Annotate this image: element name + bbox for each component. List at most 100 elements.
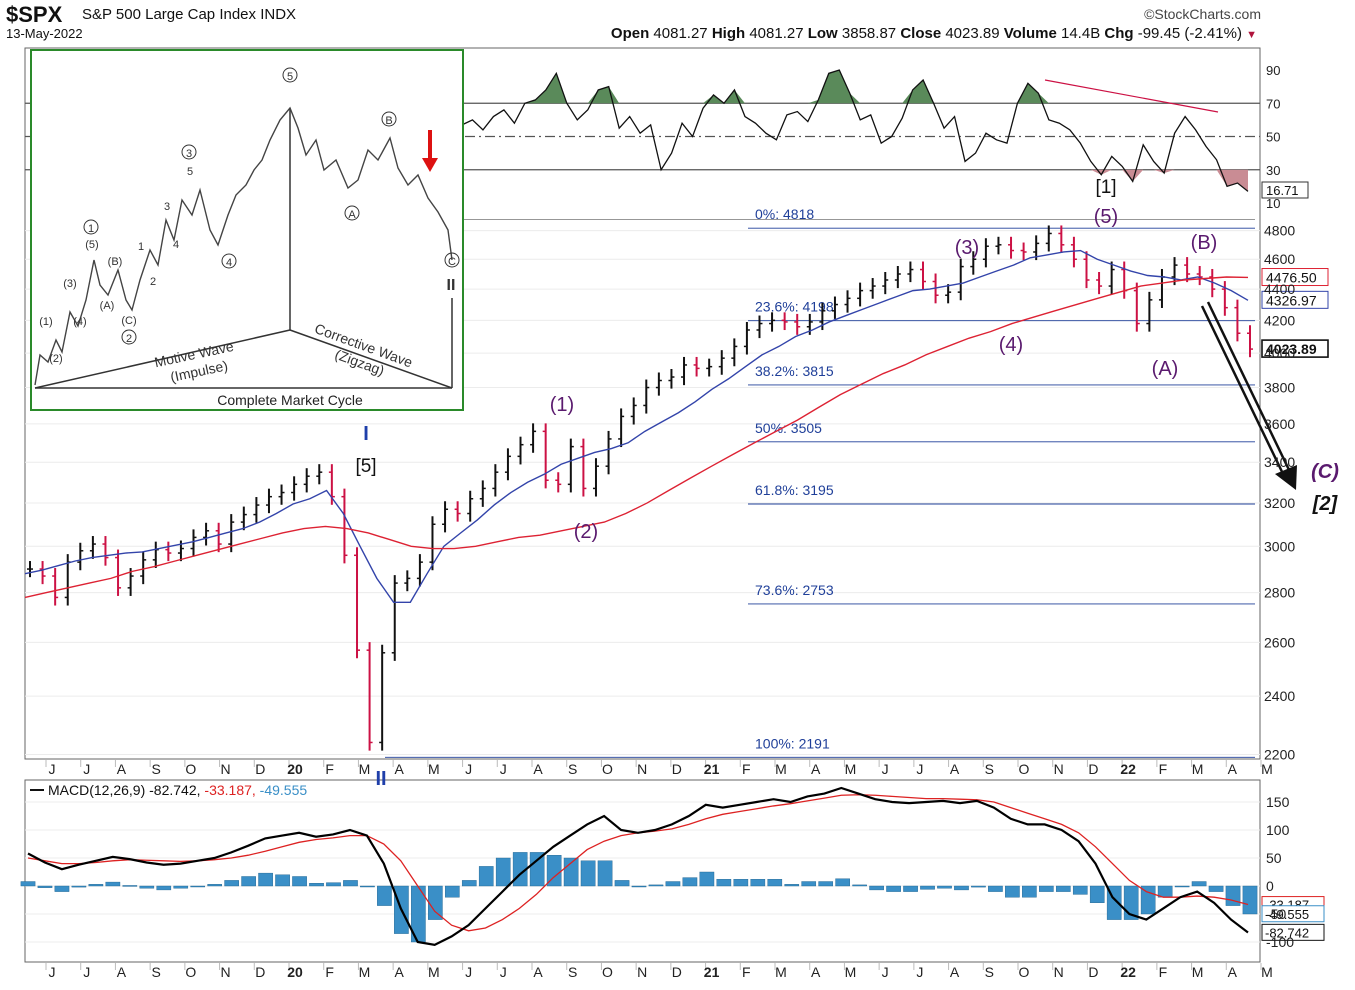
- inset-wave-label-circled: 5: [287, 71, 293, 83]
- inset-wave-label: (1): [39, 316, 52, 328]
- x-axis-label: J: [882, 761, 889, 777]
- x-axis-label: 20: [287, 761, 303, 777]
- macd-tick-label: 100: [1266, 822, 1290, 838]
- inset-wave-path: [34, 106, 453, 386]
- macd-histogram-bar: [478, 866, 494, 887]
- price-tick-label: 2400: [1264, 688, 1295, 704]
- macd-histogram-bar: [1089, 885, 1105, 903]
- macd-histogram-bar: [954, 885, 969, 891]
- projection-arrow-line: [1200, 305, 1287, 479]
- price-tick-label: 4200: [1264, 312, 1295, 328]
- macd-histogram-bar: [258, 872, 273, 887]
- x-axis-label: 21: [704, 761, 720, 777]
- wave-label: [1]: [1095, 177, 1116, 198]
- x-axis-label: M: [775, 761, 787, 777]
- x-axis-label: J: [49, 761, 56, 777]
- macd-histogram-bar: [818, 881, 834, 887]
- x-axis-label: A: [533, 964, 543, 980]
- inset-label-cycle: Complete Market Cycle: [217, 392, 363, 408]
- macd-histogram-bar: [241, 876, 256, 887]
- inset-axis-left: [34, 329, 291, 389]
- macd-histogram-bar: [1022, 885, 1037, 898]
- inset-circle-marker: [381, 111, 397, 127]
- x-axis-label: A: [950, 964, 960, 980]
- macd-histogram-bar: [529, 852, 545, 887]
- macd-histogram-bar: [903, 885, 918, 892]
- macd-tick-label: 0: [1266, 878, 1274, 894]
- x-axis-label: F: [742, 964, 751, 980]
- macd-histogram-bar: [733, 879, 749, 887]
- macd-legend: MACD(12,26,9) -82.742, -33.187, -49.555: [48, 782, 307, 798]
- price-label-box: [1261, 268, 1329, 287]
- x-axis-label: N: [1054, 964, 1064, 980]
- price-tick-label: 4400: [1264, 281, 1295, 297]
- macd-histogram-bar: [920, 885, 935, 890]
- x-axis-label: O: [602, 761, 613, 777]
- price-panel-frame: [24, 47, 1261, 760]
- macd-histogram-bar: [139, 885, 155, 889]
- exchange: INDX: [260, 6, 297, 23]
- fibonacci-levels: 0%: 4818 23.6%: 4198 38.2%: 3815 50%: 3505 6…: [385, 206, 1255, 758]
- macd-legend-name: MACD(12,26,9) -82.742,: [48, 782, 204, 798]
- inset-wave-label: 1: [138, 241, 144, 253]
- wave-label: (B): [1191, 232, 1218, 254]
- macd-histogram-bar: [1208, 885, 1224, 892]
- x-axis-label: J: [500, 964, 507, 980]
- fib-label: 38.2%: 3815: [755, 363, 834, 379]
- fib-label: 50%: 3505: [755, 420, 822, 436]
- x-axis-label: J: [882, 964, 889, 980]
- macd-histogram-bar: [988, 885, 1003, 892]
- macd-histogram-bar: [767, 879, 783, 887]
- rsi-tick-label: 30: [1266, 163, 1280, 178]
- x-axis-label: M: [428, 761, 440, 777]
- macd-value-label: -82.742: [1265, 925, 1309, 940]
- x-axis-label: A: [811, 964, 821, 980]
- stockcharts-brand[interactable]: ©StockCharts.com: [1144, 6, 1261, 22]
- x-axis-label: A: [811, 761, 821, 777]
- inset-wave-label-circled: B: [385, 115, 392, 127]
- down-triangle-icon: ▼: [1246, 29, 1257, 41]
- inset-wave-label: (B): [108, 256, 123, 268]
- moving-average-short: [24, 249, 1249, 603]
- inset-wave-label: 2: [150, 276, 156, 288]
- macd-legend-hist: -49.555: [260, 782, 308, 798]
- macd-histogram-bar: [580, 860, 596, 887]
- macd-histogram-bar: [173, 885, 189, 889]
- price-tick-label: 4600: [1264, 251, 1295, 267]
- macd-histogram-bar: [105, 881, 121, 887]
- macd-histogram-bar: [699, 871, 715, 887]
- macd-histogram-bar: [1039, 885, 1054, 892]
- low-value: 3858.87: [841, 25, 897, 42]
- x-axis-label: O: [185, 964, 196, 980]
- inset-wave-label: (A): [100, 300, 115, 312]
- price-label: 4476.50: [1266, 270, 1317, 286]
- macd-histogram-bar: [326, 882, 341, 887]
- macd-histogram-bar: [597, 860, 613, 887]
- x-axis-label: M: [428, 964, 440, 980]
- inset-wave-label: (4): [73, 316, 86, 328]
- x-axis-label: M: [845, 964, 857, 980]
- x-axis-label: N: [221, 964, 231, 980]
- macd-histogram-bar: [648, 884, 664, 887]
- x-axis-label: A: [950, 761, 960, 777]
- x-axis-label: J: [465, 964, 472, 980]
- macd-histogram-bar: [20, 881, 36, 887]
- macd-histogram-bar: [716, 879, 732, 887]
- macd-histogram-bar: [343, 880, 358, 887]
- macd-histogram-bar: [71, 885, 87, 888]
- price-tick-label: 3800: [1264, 380, 1295, 396]
- macd-histogram-bar: [1225, 885, 1241, 906]
- x-axis-label: J: [83, 761, 90, 777]
- x-axis-label: D: [255, 964, 265, 980]
- x-axis-label: S: [985, 761, 994, 777]
- macd-histogram-bar: [461, 880, 477, 887]
- macd-histogram-bar: [428, 885, 443, 920]
- x-axis-label: M: [1261, 761, 1273, 777]
- x-axis-label: F: [742, 761, 751, 777]
- price-tick-label: 4800: [1264, 223, 1295, 239]
- x-axis-label: A: [1228, 761, 1238, 777]
- price-label: 4326.97: [1266, 292, 1317, 308]
- inset-circle-marker: [221, 253, 237, 269]
- macd-histogram-bar: [784, 884, 800, 887]
- price-tick-label: 2600: [1264, 634, 1295, 650]
